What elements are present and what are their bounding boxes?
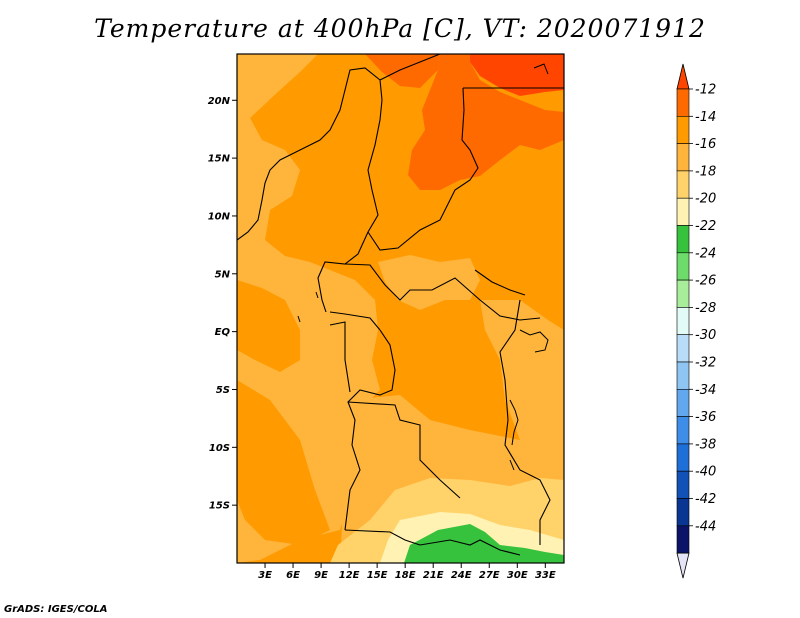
field-band-minus12-14-north-top: [365, 54, 440, 88]
lon-label: 15E: [367, 570, 388, 581]
lat-label: 20N: [208, 96, 231, 107]
coast-and-lakes: [297, 63, 549, 471]
country-borders: [237, 54, 564, 556]
temperature-field: [237, 54, 564, 563]
lat-label: 5N: [215, 269, 231, 280]
colorbar-swatch: [676, 143, 690, 172]
colorbar-label: -40: [695, 465, 716, 480]
lon-label: 18E: [395, 570, 416, 581]
grads-credit: GrADS: IGES/COLA: [4, 604, 108, 615]
colorbar-label: -38: [695, 437, 716, 452]
latitude-labels: 20N 15N 10N 5N EQ 5S 10S 15S: [208, 96, 237, 512]
colorbar-label: -18: [695, 164, 716, 179]
colorbar-label: -14: [695, 110, 716, 125]
colorbar-swatch: [676, 307, 690, 335]
field-band-minus16-18-east: [480, 300, 564, 470]
longitude-labels: 3E 6E 9E 12E 15E 18E 21E 24E 27E 30E 33E: [258, 563, 556, 581]
colorbar-label: -42: [695, 492, 716, 507]
colorbar-swatch: [676, 443, 690, 472]
field-band-minus12-14: [408, 54, 564, 190]
colorbar-label: -20: [695, 192, 716, 207]
colorbar-top-triangle: [676, 63, 690, 90]
lon-label: 6E: [286, 570, 300, 581]
field-band-minus14-16-west-patch2: [237, 280, 300, 372]
colorbar-bottom-triangle: [676, 552, 690, 579]
colorbar-swatch: [676, 170, 690, 199]
colorbar-swatch: [676, 116, 690, 144]
colorbar-swatch: [676, 498, 690, 527]
map-frame: [236, 53, 565, 564]
lat-label: 15S: [209, 501, 230, 512]
lon-label: 24E: [451, 570, 472, 581]
colorbar-label: -36: [695, 410, 716, 425]
colorbar-label: -22: [695, 219, 716, 234]
lon-label: 9E: [314, 570, 328, 581]
colorbar-swatch: [676, 197, 690, 226]
lat-label: 15N: [208, 154, 231, 165]
lon-label: 33E: [535, 570, 556, 581]
lon-label: 27E: [479, 570, 500, 581]
field-band-minus14-16-west-patch: [237, 380, 330, 545]
lon-label: 3E: [258, 570, 272, 581]
colorbar-label: -26: [695, 274, 716, 289]
field-band-minus22-24: [404, 524, 564, 563]
colorbar-swatch: [676, 416, 690, 445]
lon-label: 30E: [507, 570, 528, 581]
lat-label: 10N: [208, 211, 231, 222]
lat-label: EQ: [215, 327, 231, 338]
colorbar: -12 -14 -16 -18 -20 -22 -24 -26 -28 -30 -32 -34 -36 -…: [676, 63, 716, 579]
colorbar-swatch: [676, 525, 690, 554]
colorbar-swatch: [676, 252, 690, 281]
colorbar-label: -34: [695, 383, 716, 398]
colorbar-swatch: [676, 279, 690, 308]
colorbar-swatch: [676, 225, 690, 254]
colorbar-label: -32: [695, 356, 716, 371]
lat-label: 10S: [209, 443, 230, 454]
colorbar-label: -24: [695, 246, 716, 261]
colorbar-swatch: [676, 334, 690, 363]
lon-label: 21E: [423, 570, 444, 581]
lon-label: 12E: [339, 570, 360, 581]
map-title: Temperature at 400hPa [C], VT: 202007191…: [94, 14, 706, 43]
colorbar-swatch: [676, 470, 690, 499]
colorbar-label: -30: [695, 328, 716, 343]
colorbar-label: -12: [695, 83, 716, 98]
colorbar-swatch: [676, 388, 690, 417]
field-band-below-minus12: [470, 54, 564, 96]
colorbar-swatch: [676, 361, 690, 390]
lat-label: 5S: [216, 385, 230, 396]
colorbar-label: -16: [695, 137, 716, 152]
colorbar-swatch: [676, 88, 690, 117]
colorbar-label: -28: [695, 301, 716, 316]
colorbar-label: -44: [695, 519, 716, 534]
